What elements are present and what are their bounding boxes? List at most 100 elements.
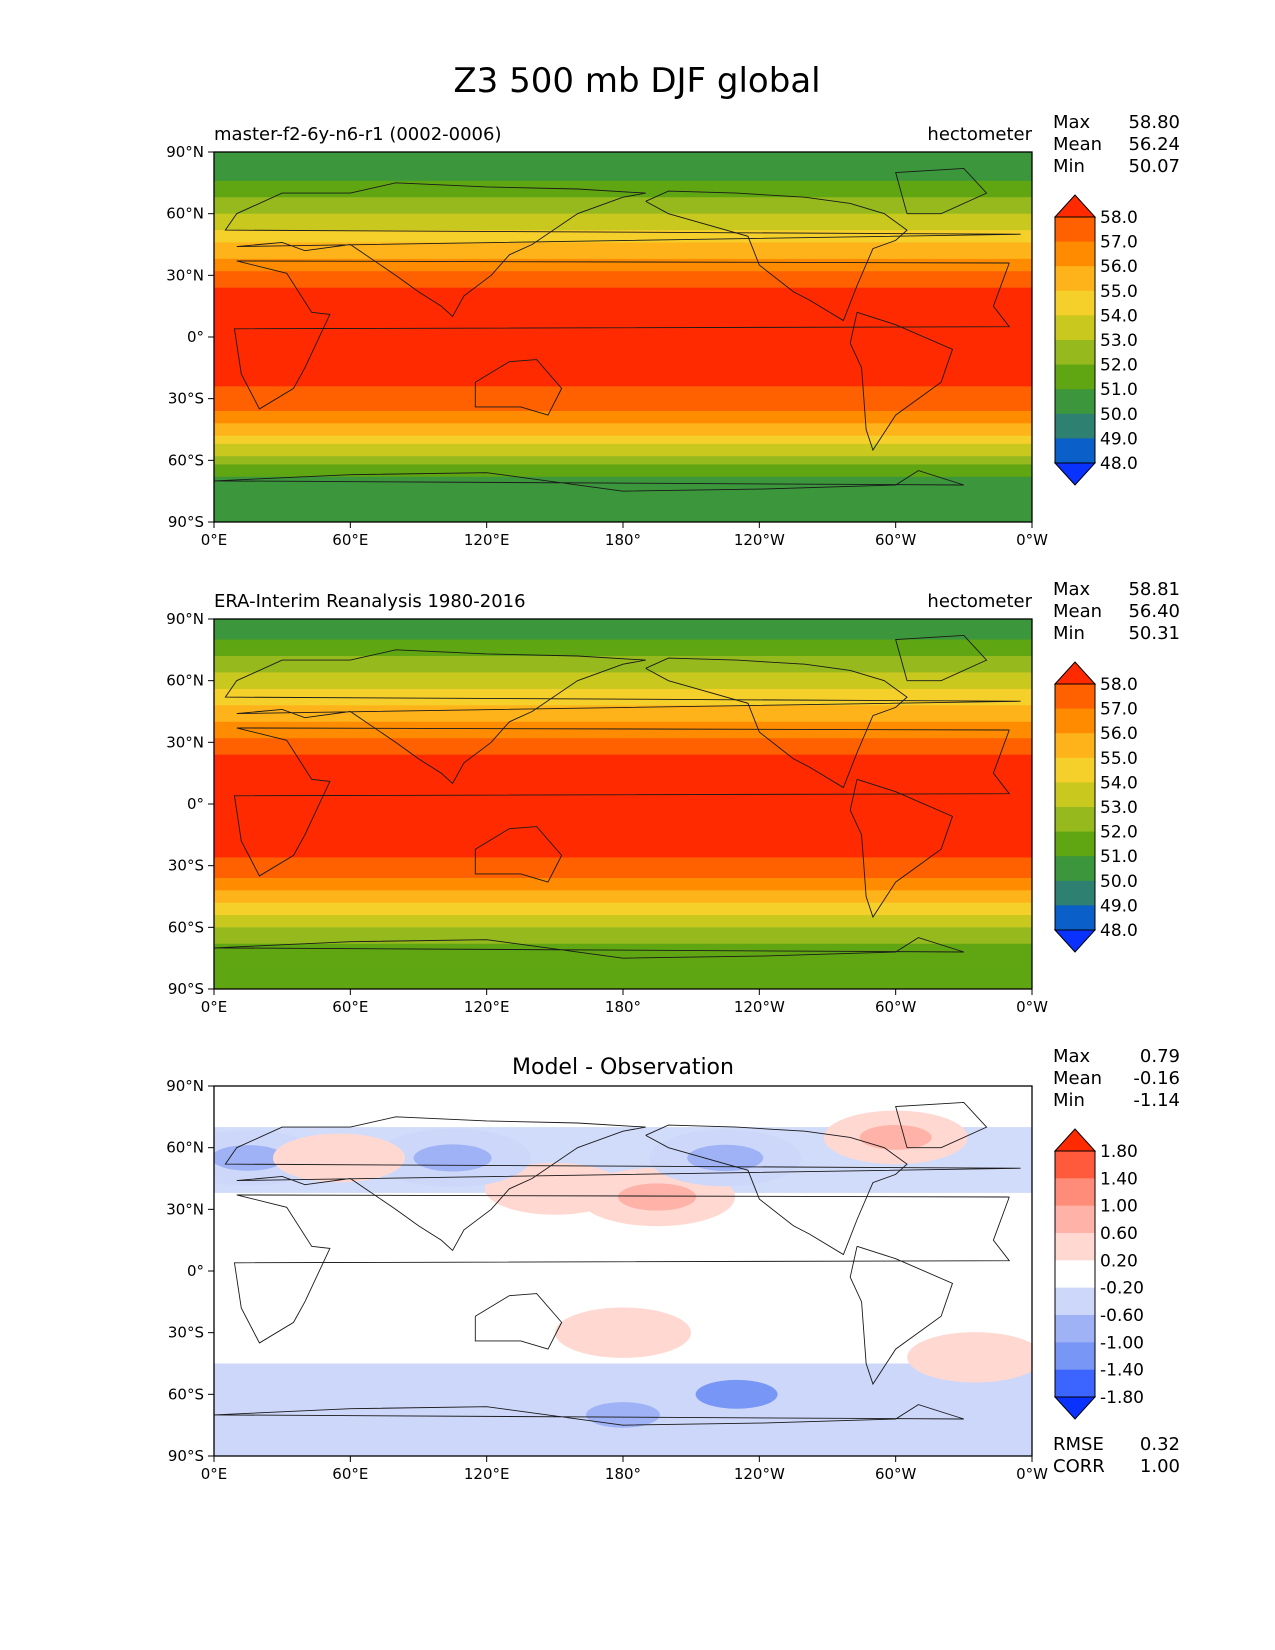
- contour-band: [214, 853, 1032, 859]
- contour-band: [214, 672, 1032, 678]
- contour-band: [214, 398, 1032, 404]
- colorbar-segment: [1055, 1342, 1095, 1371]
- panels: 90°N60°N30°N0°30°S60°S90°S0°E 60°E 120°E 18…: [166, 112, 1180, 1483]
- contour-band: [214, 176, 1032, 182]
- contour-band: [214, 476, 1032, 482]
- coastline: [474, 1293, 563, 1350]
- contour-band: [214, 201, 1032, 207]
- contour-band: [214, 865, 1032, 871]
- contour-band: [214, 968, 1032, 974]
- stat-label-mean: Mean: [1053, 134, 1102, 155]
- panel-center-title: Model - Observation: [512, 1055, 734, 1080]
- lat-tick-label: 90°N: [166, 1077, 204, 1095]
- coastline: [214, 470, 964, 492]
- lon-tick-label: 60°E: [332, 1465, 368, 1483]
- coastline: [474, 826, 563, 883]
- contour-band: [214, 841, 1032, 846]
- contour-band: [214, 172, 1032, 178]
- contour-band: [214, 382, 1032, 387]
- colorbar-label: -0.20: [1100, 1279, 1144, 1299]
- anomaly-core: [589, 1321, 657, 1345]
- coastline: [233, 727, 1011, 877]
- anomaly-core: [859, 1124, 932, 1150]
- map-field: [214, 152, 1032, 522]
- contour-band: [214, 472, 1032, 478]
- stat-label-min: Min: [1053, 623, 1085, 644]
- contour-band: [214, 734, 1032, 739]
- contour-band: [214, 693, 1032, 698]
- contour-band: [214, 287, 1032, 293]
- colorbar-segment: [1055, 1178, 1095, 1207]
- colorbar-frame: [1054, 1150, 1096, 1398]
- colorbar-label: 58.0: [1100, 675, 1138, 695]
- lon-tick-label: 60°E: [332, 998, 368, 1016]
- colorbar-label: 50.0: [1100, 405, 1138, 425]
- lon-tick-label: 60°W: [875, 1465, 917, 1483]
- contour-band: [214, 460, 1032, 466]
- lat-tick-label: 90°N: [166, 610, 204, 628]
- colorbar-label: 54.0: [1100, 306, 1138, 326]
- contour-band: [214, 643, 1032, 649]
- contour-band: [214, 939, 1032, 945]
- colorbar-extend-bottom: [1053, 462, 1097, 486]
- colorbar-extend-top: [1053, 194, 1097, 218]
- contour-band: [214, 882, 1032, 887]
- lon-tick-label: 0°W: [1016, 1465, 1048, 1483]
- contour-band: [214, 915, 1032, 920]
- contour-band: [214, 209, 1032, 215]
- colorbar-label: 49.0: [1100, 429, 1138, 449]
- anomaly-core: [305, 1146, 372, 1170]
- contour-band: [214, 357, 1032, 363]
- contour-band: [214, 824, 1032, 830]
- contour-band: [214, 197, 1032, 202]
- contour-band: [214, 976, 1032, 982]
- colorbar-label: 48.0: [1100, 454, 1138, 474]
- lat-tick-label: 30°S: [168, 857, 204, 875]
- contour-band: [214, 275, 1032, 281]
- stat-label-mean: Mean: [1053, 601, 1102, 622]
- colorbar-segment: [1055, 733, 1095, 759]
- colorbar-label: -1.00: [1100, 1333, 1144, 1353]
- contour-band: [214, 873, 1032, 879]
- anomaly-core: [687, 1144, 764, 1172]
- lon-tick-label: 60°W: [875, 998, 917, 1016]
- contour-band: [214, 680, 1032, 686]
- contour-band: [214, 452, 1032, 457]
- lon-tick-label: 180°: [605, 998, 641, 1016]
- contour-band: [214, 750, 1032, 756]
- colorbar: 58.0 57.0 56.0 55.0 54.0 53.0 52.0 51.0 50.0 49.0…: [1053, 194, 1138, 486]
- colorbar-label: 1.80: [1100, 1142, 1138, 1162]
- contour-band: [214, 156, 1032, 161]
- stat-value-max: 58.80: [1128, 112, 1180, 133]
- contour-band: [214, 906, 1032, 912]
- contour-band: [214, 894, 1032, 900]
- lat-tick-label: 90°S: [168, 980, 204, 998]
- contour-band: [214, 812, 1032, 817]
- lon-tick-label: 180°: [605, 1465, 641, 1483]
- contour-band: [214, 271, 1032, 276]
- contour-band: [214, 345, 1032, 350]
- lon-tick-label: 0°E: [201, 1465, 228, 1483]
- contour-band: [214, 964, 1032, 970]
- contour-band: [214, 213, 1032, 219]
- colorbar-segment: [1055, 217, 1095, 242]
- contour-band: [214, 779, 1032, 785]
- contour-band: [214, 493, 1032, 498]
- map-field: [214, 619, 1032, 989]
- colorbar-frame: [1054, 683, 1096, 931]
- lat-tick-label: 30°S: [168, 1324, 204, 1342]
- contour-band: [214, 754, 1032, 760]
- contour-band: [214, 221, 1032, 227]
- contour-band: [214, 485, 1032, 490]
- contour-band: [214, 684, 1032, 690]
- stat-value-min: -1.14: [1133, 1090, 1180, 1111]
- contour-band: [214, 501, 1032, 507]
- colorbar-label: 55.0: [1100, 749, 1138, 769]
- coastline: [214, 937, 964, 959]
- colorbar-label: 56.0: [1100, 257, 1138, 277]
- contour-band: [214, 378, 1032, 383]
- contour-band: [214, 439, 1032, 445]
- lon-tick-label: 180°: [605, 531, 641, 549]
- contour-band: [214, 717, 1032, 723]
- contour-band: [214, 820, 1032, 826]
